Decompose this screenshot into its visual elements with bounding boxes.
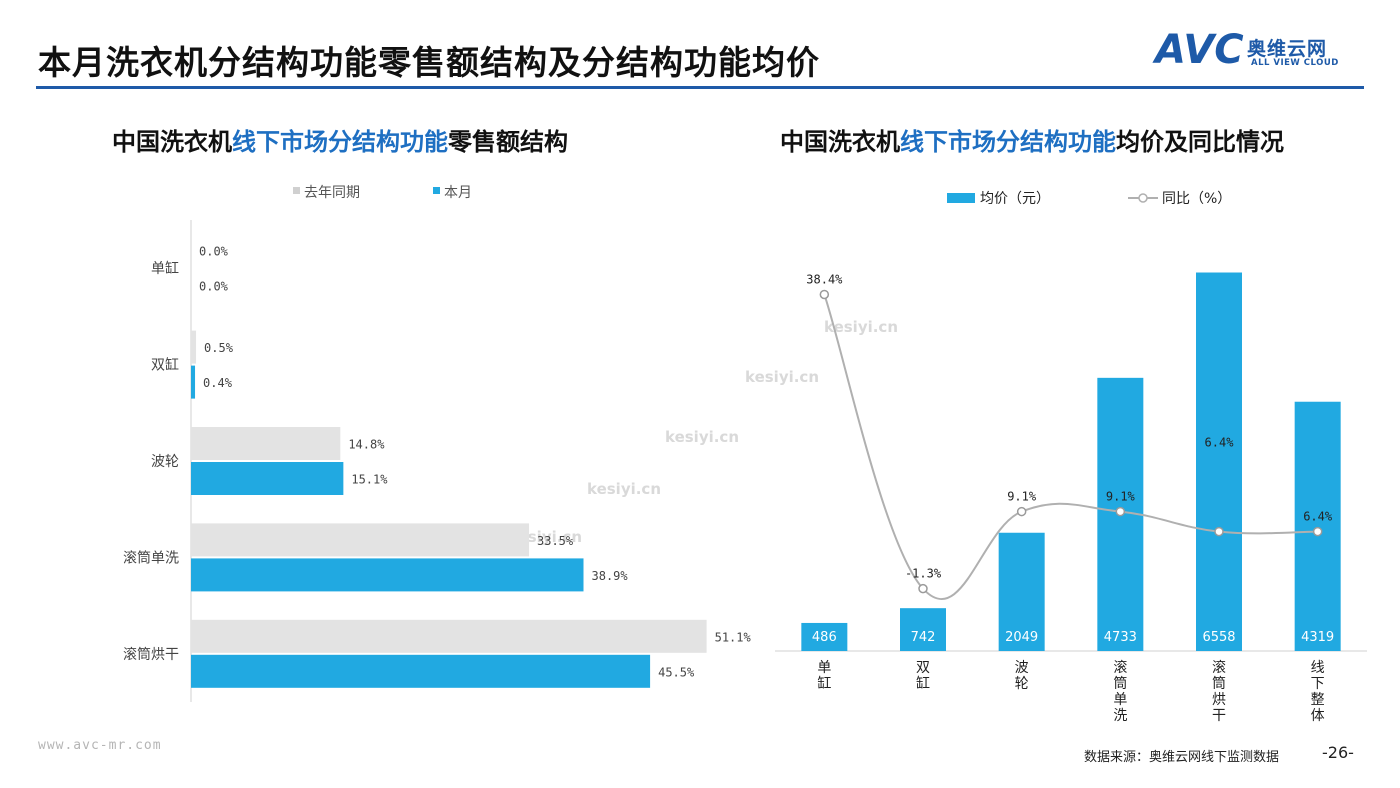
left-chart-title: 中国洗衣机线下市场分结构功能零售额结构 bbox=[112, 122, 568, 157]
bar-value-label: 0.4% bbox=[203, 376, 233, 390]
yoy-point bbox=[918, 583, 928, 594]
category-label-char: 烘 bbox=[1212, 692, 1226, 708]
bar bbox=[1294, 401, 1341, 651]
bar-value-label: 4733 bbox=[1104, 630, 1137, 645]
bar bbox=[998, 532, 1045, 651]
bar-value-label: 486 bbox=[812, 630, 837, 645]
category-label: 单缸 bbox=[151, 260, 179, 277]
category-label: 双缸 bbox=[151, 357, 179, 374]
bar-value-label: 0.5% bbox=[204, 341, 234, 355]
bar bbox=[1196, 272, 1242, 651]
legend-swatch bbox=[293, 187, 300, 194]
yoy-value-label: 9.1% bbox=[1007, 490, 1037, 504]
yoy-point bbox=[1016, 506, 1027, 517]
bar bbox=[191, 619, 707, 653]
bar bbox=[191, 427, 341, 460]
yoy-value-label: 9.1% bbox=[1106, 490, 1136, 504]
category-label-char: 轮 bbox=[1015, 676, 1029, 692]
yoy-value-label: 6.4% bbox=[1303, 510, 1333, 524]
legend-swatch bbox=[947, 193, 975, 203]
right-title-pre: 中国洗衣机 bbox=[780, 128, 900, 156]
bar-value-label: 45.5% bbox=[658, 665, 695, 679]
bar-value-label: 14.8% bbox=[348, 438, 385, 452]
bar bbox=[191, 654, 651, 688]
watermark-text: kesiyi.cn bbox=[745, 368, 820, 386]
page-number: -26- bbox=[1322, 743, 1354, 762]
right-chart-title: 中国洗衣机线下市场分结构功能均价及同比情况 bbox=[780, 122, 1284, 157]
category-label-char: 洗 bbox=[1113, 708, 1127, 724]
left-title-highlight: 线下市场分结构功能 bbox=[232, 128, 448, 156]
category-label: 滚筒单洗 bbox=[123, 549, 179, 566]
right-title-highlight: 线下市场分结构功能 bbox=[900, 128, 1116, 156]
bar-value-label: 4319 bbox=[1301, 630, 1334, 645]
legend-label: 均价（元） bbox=[980, 191, 1050, 207]
category-label-char: 滚 bbox=[1113, 659, 1127, 676]
bar bbox=[191, 330, 197, 364]
yoy-point bbox=[819, 289, 830, 300]
bar-value-label: 38.9% bbox=[592, 569, 629, 583]
bar-value-label: 742 bbox=[911, 630, 936, 645]
bar bbox=[191, 523, 530, 557]
bar-value-label: 0.0% bbox=[199, 245, 229, 259]
category-label-char: 滚 bbox=[1212, 659, 1226, 676]
category-label: 波轮 bbox=[151, 454, 179, 470]
watermark-text: kesiyi.cn bbox=[824, 318, 899, 336]
page-title: 本月洗衣机分结构功能零售额结构及分结构功能均价 bbox=[38, 43, 820, 82]
yoy-line bbox=[823, 294, 1318, 600]
bar bbox=[191, 365, 196, 399]
watermark-text: kesiyi.cn bbox=[587, 480, 662, 498]
legend-marker bbox=[1138, 193, 1148, 203]
category-label-char: 整 bbox=[1311, 692, 1325, 708]
bar-value-label: 0.0% bbox=[199, 280, 229, 294]
yoy-value-label: 6.4% bbox=[1205, 436, 1235, 450]
watermark-text: kesiyi.cn bbox=[665, 428, 740, 446]
category-label-char: 双 bbox=[916, 660, 930, 676]
category-label-char: 筒 bbox=[1212, 675, 1226, 692]
left-title-pre: 中国洗衣机 bbox=[112, 128, 232, 156]
bar-value-label: 33.5% bbox=[537, 534, 574, 548]
category-label-char: 干 bbox=[1212, 708, 1226, 724]
category-label-char: 波 bbox=[1015, 660, 1029, 676]
category-label-char: 下 bbox=[1311, 676, 1325, 692]
category-label-char: 单 bbox=[817, 660, 831, 676]
bar-value-label: 6558 bbox=[1202, 630, 1235, 645]
footer-url: www.avc-mr.com bbox=[38, 738, 162, 753]
bar-value-label: 51.1% bbox=[715, 630, 752, 644]
legend-swatch bbox=[433, 187, 440, 194]
bar-value-label: 15.1% bbox=[351, 473, 388, 487]
yoy-point bbox=[1115, 506, 1126, 517]
logo-chinese-name: 奥维云网 bbox=[1247, 38, 1328, 60]
category-label-char: 体 bbox=[1311, 708, 1325, 724]
bar-value-label: 2049 bbox=[1005, 630, 1038, 645]
category-label-char: 缸 bbox=[916, 675, 930, 692]
bar bbox=[191, 558, 584, 592]
category-label: 滚筒烘干 bbox=[123, 646, 179, 663]
category-label-char: 单 bbox=[1113, 692, 1127, 708]
bar bbox=[900, 608, 946, 651]
logo-english-name: ALL VIEW CLOUD bbox=[1251, 58, 1339, 68]
data-source: 数据来源：奥维云网线下监测数据 bbox=[1084, 750, 1280, 765]
category-label-char: 线 bbox=[1311, 660, 1325, 676]
left-title-post: 零售额结构 bbox=[448, 128, 568, 156]
bar bbox=[191, 462, 344, 495]
title-divider bbox=[36, 86, 1364, 89]
bar bbox=[801, 622, 848, 651]
yoy-value-label: 38.4% bbox=[806, 272, 843, 286]
right-title-post: 均价及同比情况 bbox=[1116, 128, 1284, 156]
legend-label: 本月 bbox=[444, 185, 472, 201]
legend-label: 去年同期 bbox=[304, 185, 360, 201]
yoy-point bbox=[1214, 526, 1224, 537]
legend-label: 同比（%） bbox=[1162, 191, 1231, 207]
logo-mark: AVC bbox=[1155, 27, 1244, 73]
yoy-value-label: -1.3% bbox=[905, 567, 942, 581]
avc-logo: AVC 奥维云网 ALL VIEW CLOUD bbox=[1155, 30, 1365, 76]
yoy-point bbox=[1312, 526, 1323, 537]
category-label-char: 缸 bbox=[817, 675, 831, 692]
category-label-char: 筒 bbox=[1113, 675, 1127, 692]
